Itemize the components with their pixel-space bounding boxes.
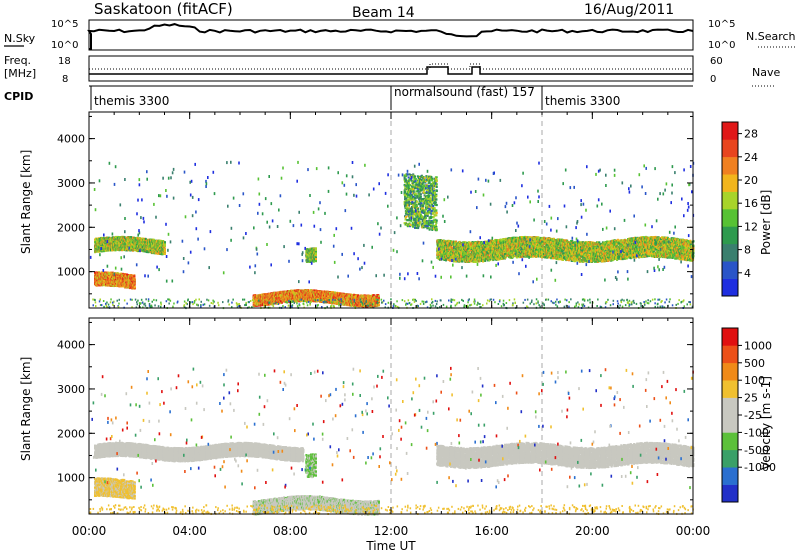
- velocity-yaxis: 1000 2000 3000 4000: [57, 321, 693, 501]
- power-ylabel: Slant Range [km]: [19, 150, 33, 254]
- colorbar-swatch: [722, 345, 738, 364]
- cpid-segment-1: themis 3300: [94, 94, 169, 108]
- ytick-label: 2000: [57, 221, 85, 234]
- ytick-label: 4000: [57, 339, 85, 352]
- colorbar-swatch: [722, 226, 738, 245]
- colorbar-tick-label: 16: [744, 197, 758, 210]
- colorbar-swatch: [722, 484, 738, 503]
- nsky-label: N.Sky: [4, 32, 36, 45]
- colorbar-swatch: [722, 380, 738, 398]
- ytick-label: 1000: [57, 266, 85, 279]
- nsky-panel: N.Sky 10^5 10^0 10^5 10^0 N.Search: [4, 19, 796, 51]
- station-title: Saskatoon (fitACF): [94, 0, 233, 18]
- cpid-segment-3: themis 3300: [545, 94, 620, 108]
- power-panel: 1000 2000 3000 4000 Slant Range [km] 4 8 12 16…: [19, 111, 773, 310]
- freq-trace: [89, 66, 693, 75]
- colorbar-swatch: [722, 278, 738, 297]
- nsearch-tick-low: 10^0: [708, 40, 735, 51]
- velocity-panel: 1000 2000 3000 4000 Slant Range [km] 1000 50…: [19, 317, 776, 516]
- colorbar-swatch: [722, 122, 738, 140]
- colorbar-tick-label: 25: [744, 392, 758, 405]
- freq-tick-high: 18: [58, 56, 71, 67]
- colorbar-swatch: [722, 397, 738, 416]
- colorbar-swatch: [722, 209, 738, 227]
- xtick-label: 04:00: [172, 524, 207, 538]
- colorbar-tick-label: 1000: [744, 339, 772, 352]
- xtick-label: 20:00: [575, 524, 610, 538]
- cpid-label: CPID: [4, 90, 33, 103]
- colorbar-tick-label: -1000: [744, 461, 776, 474]
- colorbar-tick-label: 500: [744, 357, 765, 370]
- colorbar-swatch: [722, 467, 738, 485]
- nave-label: Nave: [752, 66, 780, 79]
- colorbar-tick-label: -100: [744, 426, 769, 439]
- xaxis-label: Time UT: [365, 539, 416, 553]
- colorbar-tick-label: 28: [744, 128, 758, 141]
- xtick-label: 12:00: [374, 524, 409, 538]
- ytick-label: 3000: [57, 383, 85, 396]
- xtick-label: 08:00: [273, 524, 308, 538]
- cpid-bar: CPID themis 3300 normalsound (fast) 157 …: [4, 85, 693, 110]
- freq-panel: Freq. [MHz] 18 8 60 0 Nave: [4, 54, 780, 87]
- freq-unit: [MHz]: [4, 67, 36, 80]
- colorbar-tick-label: 20: [744, 174, 758, 187]
- power-colorbar-label: Power [dB]: [759, 190, 773, 255]
- colorbar-tick-label: -25: [744, 409, 762, 422]
- colorbar-swatch: [722, 156, 738, 175]
- colorbar-swatch: [722, 328, 738, 346]
- colorbar-tick-label: 12: [744, 220, 758, 233]
- colorbar-swatch: [722, 174, 738, 192]
- power-echoes: [89, 112, 695, 310]
- nsearch-label: N.Search: [746, 30, 796, 43]
- freq-tick-low: 8: [62, 74, 68, 85]
- colorbar-tick-label: 100: [744, 374, 765, 387]
- colorbar-swatch: [722, 139, 738, 158]
- colorbar-tick-label: 8: [744, 244, 751, 257]
- colorbar-swatch: [722, 243, 738, 262]
- nsky-trace: [87, 23, 694, 50]
- velocity-colorbar-label: Velocity [m s-1]: [759, 376, 773, 470]
- cpid-segment-2: normalsound (fast) 157: [394, 85, 535, 99]
- ytick-label: 2000: [57, 427, 85, 440]
- velocity-colorbar: 1000 500 100 25 -25 -100 -500 -1000: [721, 327, 776, 503]
- velocity-echoes: [89, 318, 695, 516]
- power-yaxis: 1000 2000 3000 4000: [57, 115, 693, 295]
- beam-title: Beam 14: [352, 5, 415, 21]
- velocity-ylabel: Slant Range [km]: [19, 357, 33, 461]
- colorbar-swatch: [722, 191, 738, 210]
- colorbar-swatch: [722, 362, 738, 381]
- ytick-label: 3000: [57, 177, 85, 190]
- ytick-label: 4000: [57, 133, 85, 146]
- xtick-label: 16:00: [474, 524, 509, 538]
- colorbar-swatch: [722, 432, 738, 451]
- ytick-label: 1000: [57, 472, 85, 485]
- nave-tick-low: 0: [710, 74, 716, 85]
- nsearch-tick-high: 10^5: [708, 19, 735, 30]
- nsky-tick-high: 10^5: [51, 19, 78, 30]
- nsky-tick-low: 10^0: [51, 40, 78, 51]
- xtick-label: 00:00: [676, 524, 711, 538]
- colorbar-swatch: [722, 415, 738, 433]
- nave-tick-high: 60: [710, 56, 723, 67]
- time-axis: 00:00 04:00 08:00 12:00 16:00 20:00 00:00: [72, 112, 711, 538]
- xtick-label: 00:00: [72, 524, 107, 538]
- colorbar-tick-label: -500: [744, 444, 769, 457]
- colorbar-swatch: [722, 261, 738, 279]
- colorbar-tick-label: 4: [744, 267, 751, 280]
- colorbar-swatch: [722, 449, 738, 468]
- nave-trace: [89, 63, 693, 70]
- date-title: 16/Aug/2011: [584, 2, 674, 18]
- colorbar-tick-label: 24: [744, 151, 758, 164]
- freq-label: Freq.: [4, 54, 31, 67]
- power-colorbar: 4 8 12 16 20 24 28: [721, 121, 758, 297]
